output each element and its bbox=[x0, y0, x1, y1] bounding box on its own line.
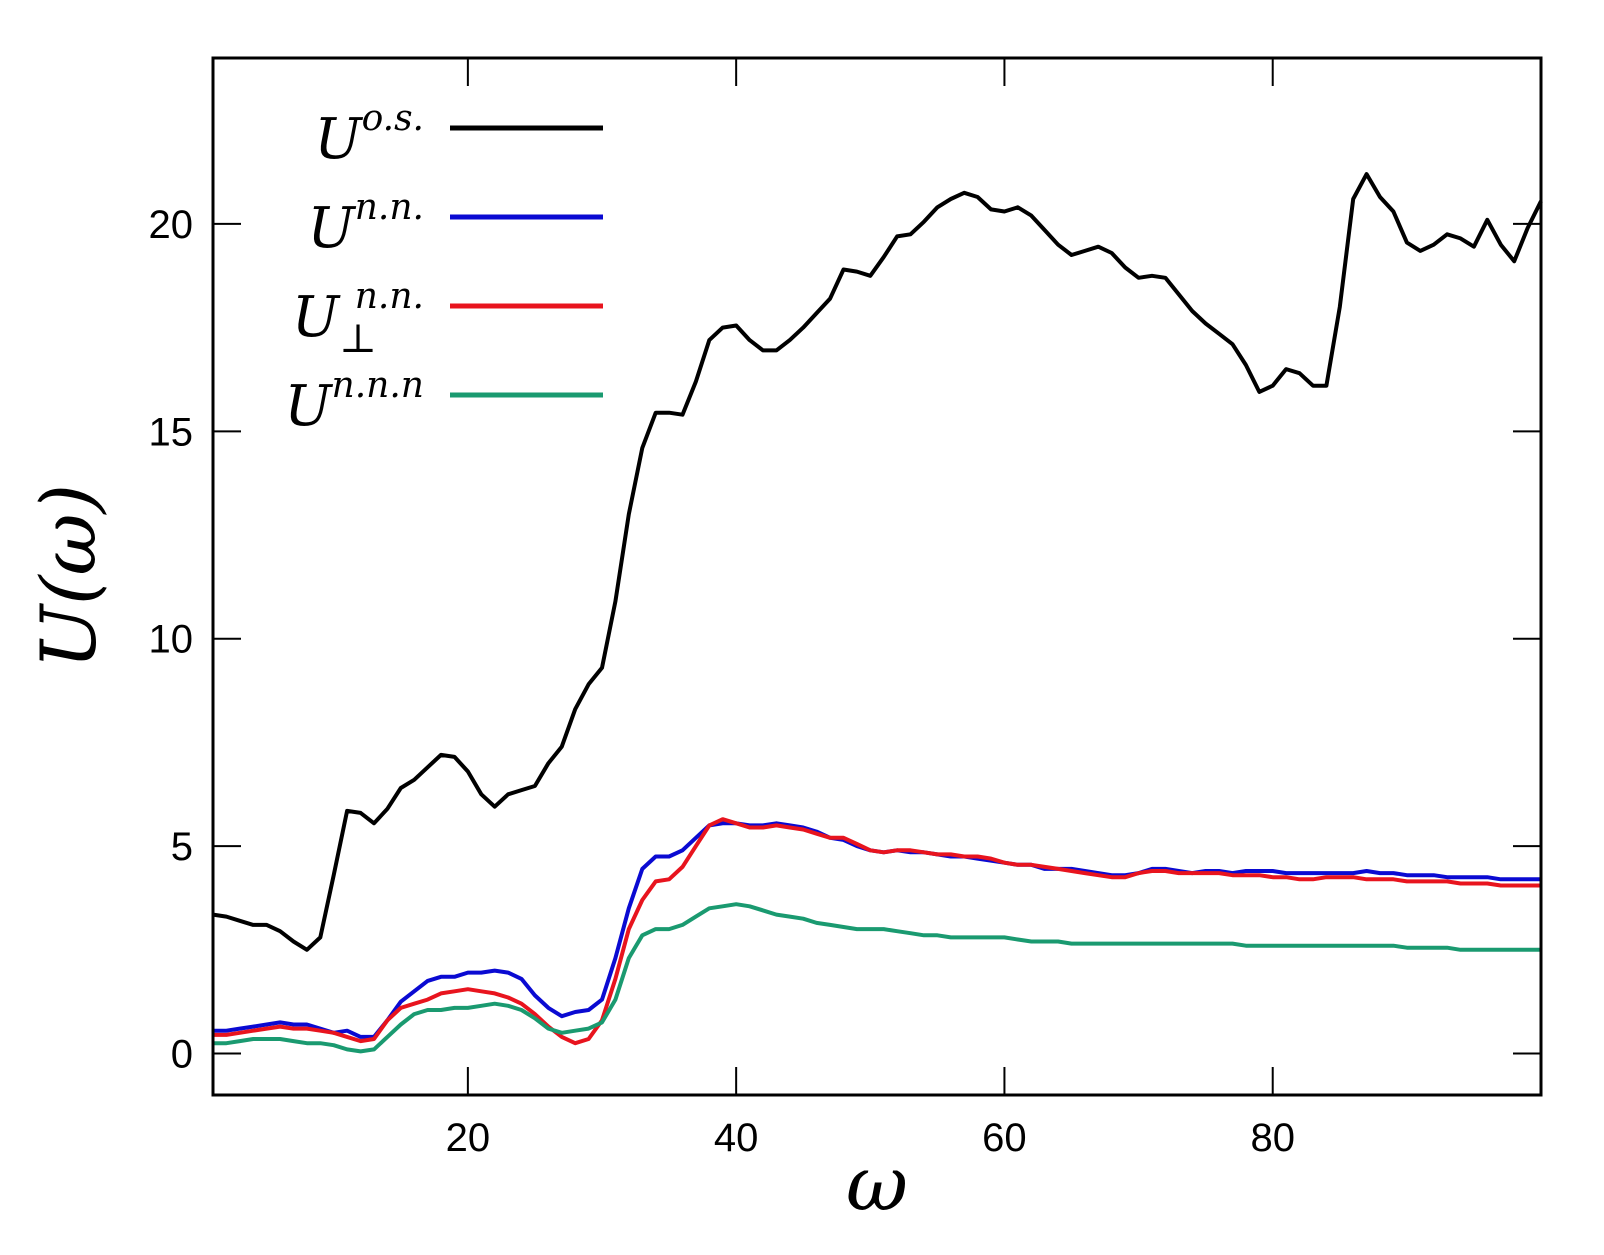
legend: Uo.s. Un.n. U⊥n.n.Un.n.n bbox=[284, 98, 603, 439]
legend-label-1: Un.n. bbox=[308, 187, 424, 261]
x-tick-label: 40 bbox=[714, 1116, 759, 1160]
series-line-3 bbox=[213, 902, 1541, 1054]
y-tick-label: 0 bbox=[171, 1033, 193, 1077]
series-layer bbox=[212, 172, 1543, 1054]
y-tick-label: 5 bbox=[171, 825, 193, 869]
series-line-2 bbox=[213, 817, 1541, 1046]
y-tick-label: 20 bbox=[149, 203, 194, 247]
x-tick-label: 80 bbox=[1250, 1116, 1295, 1160]
ticks-layer: 20 40 60 80 0 5 10 15 20 bbox=[149, 58, 1541, 1160]
series-line-0 bbox=[212, 172, 1543, 952]
legend-label-2: U⊥n.n. bbox=[292, 276, 424, 362]
x-tick-label: 20 bbox=[446, 1116, 491, 1160]
x-axis-title: ω bbox=[846, 1139, 908, 1228]
y-axis-title: U(ω) bbox=[24, 484, 113, 669]
legend-label-3: Un.n.n bbox=[284, 365, 424, 439]
legend-label-0: Uo.s. bbox=[314, 98, 424, 172]
plot-frame bbox=[211, 56, 1543, 1097]
y-tick-label: 15 bbox=[149, 410, 194, 454]
x-tick-label: 60 bbox=[982, 1116, 1027, 1160]
y-tick-label: 10 bbox=[149, 618, 194, 662]
